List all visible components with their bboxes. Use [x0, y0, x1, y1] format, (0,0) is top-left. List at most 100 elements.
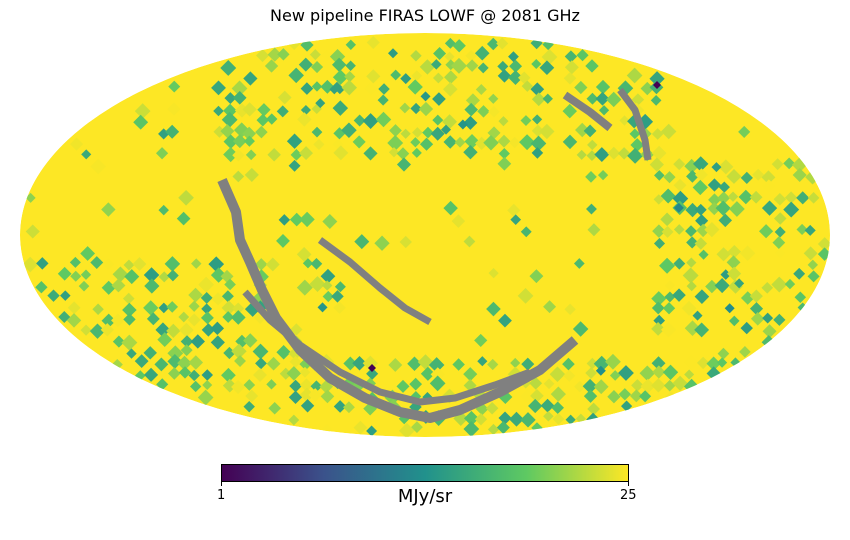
map-pixel [144, 367, 159, 382]
map-pixel [651, 128, 664, 140]
map-pixel [807, 270, 820, 283]
map-pixel [483, 135, 499, 151]
map-pixel [562, 134, 578, 150]
map-pixel [266, 379, 277, 390]
map-pixel [660, 188, 676, 204]
map-pixel [399, 102, 411, 114]
map-pixel [463, 410, 479, 426]
map-pixel [549, 366, 566, 383]
map-pixel [530, 37, 543, 50]
map-pixel [200, 291, 213, 304]
map-pixel [112, 335, 125, 348]
map-pixel [313, 138, 325, 150]
map-pixel [70, 137, 84, 151]
map-pixel [452, 39, 466, 53]
map-pixel [694, 322, 710, 338]
map-pixel [749, 302, 764, 316]
map-pixel [309, 49, 321, 61]
map-pixel [715, 200, 731, 216]
map-pixel [639, 390, 652, 403]
map-pixel [707, 201, 721, 216]
map-pixel [242, 126, 257, 141]
map-pixel [651, 301, 665, 315]
map-pixel [464, 102, 478, 117]
map-pixel [574, 80, 588, 95]
map-pixel [718, 213, 732, 228]
map-pixel [396, 379, 410, 393]
map-pixel [474, 413, 488, 426]
map-pixel [519, 134, 536, 151]
map-pixel [276, 344, 291, 360]
map-pixel [729, 201, 745, 217]
map-pixel [653, 194, 664, 205]
map-pixel [696, 356, 710, 370]
map-pixel [694, 289, 710, 304]
map-pixel [256, 113, 270, 127]
map-pixel [200, 311, 214, 325]
map-pixel [510, 214, 522, 226]
map-pixel [775, 248, 786, 259]
map-pixel [432, 114, 444, 126]
map-pixel [143, 300, 159, 316]
map-pixel [693, 156, 709, 172]
map-pixel [309, 276, 326, 292]
map-pixel [201, 369, 214, 381]
map-pixel [296, 279, 313, 296]
map-pixel [157, 332, 173, 348]
map-pixel [640, 81, 655, 96]
map-pixel [202, 380, 213, 391]
map-pixel [734, 278, 745, 289]
masked-arc [617, 87, 652, 161]
map-pixel [694, 237, 708, 250]
map-pixel [740, 171, 753, 185]
masked-arc [562, 91, 613, 132]
map-pixel [341, 79, 357, 96]
map-pixel [343, 401, 355, 414]
map-pixel [563, 72, 577, 85]
map-pixel [80, 269, 92, 280]
map-pixel [67, 301, 81, 315]
map-pixel [165, 124, 180, 139]
map-pixel [363, 146, 378, 161]
map-pixel [618, 388, 632, 401]
map-pixel [684, 369, 695, 380]
map-pixel [432, 72, 444, 84]
map-pixel [485, 401, 499, 415]
map-pixel [36, 257, 49, 270]
map-pixel [517, 288, 534, 304]
map-pixel [672, 190, 689, 207]
map-pixel [122, 302, 137, 318]
map-pixel [606, 91, 622, 108]
map-pixel [783, 157, 796, 170]
map-pixel [123, 313, 136, 326]
map-pixel [221, 111, 238, 128]
map-pixel [463, 144, 478, 160]
map-pixel [419, 59, 436, 75]
map-pixel [122, 292, 135, 305]
map-pixel [664, 280, 675, 291]
map-pixel [428, 357, 445, 373]
map-pixel [585, 171, 597, 183]
map-pixel [223, 103, 237, 118]
map-pixel [333, 145, 349, 161]
map-pixel [366, 69, 381, 84]
map-pixel [629, 389, 643, 403]
map-pixel [299, 146, 314, 161]
map-pixel [520, 388, 536, 405]
map-pixel [430, 367, 445, 382]
map-pixel [366, 367, 379, 380]
map-pixel [123, 259, 135, 271]
masked-arc [242, 289, 532, 406]
map-pixel [474, 333, 488, 348]
map-pixel [487, 423, 500, 436]
map-pixel [298, 57, 313, 72]
map-pixel [660, 212, 674, 227]
map-pixel [234, 103, 250, 118]
map-pixel [761, 170, 776, 185]
map-pixel [289, 379, 302, 393]
map-pixel [497, 60, 509, 72]
map-pixel [232, 170, 245, 183]
map-pixel [311, 126, 323, 138]
map-pixel [684, 158, 699, 174]
map-pixel [345, 60, 356, 71]
